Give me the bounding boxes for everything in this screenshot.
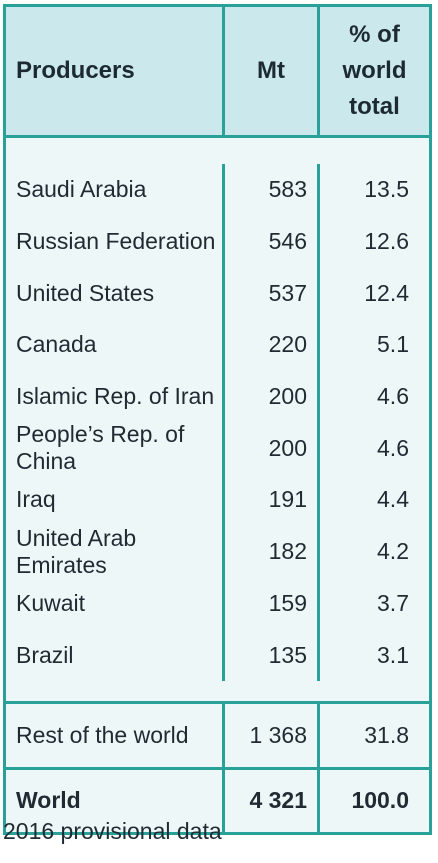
header-pct-line3: total bbox=[349, 93, 400, 120]
total-name: World bbox=[6, 769, 225, 832]
table-header: Producers Mt % of world total bbox=[6, 7, 429, 138]
producer-pct: 12.6 bbox=[364, 228, 409, 255]
producer-pct: 4.6 bbox=[377, 434, 409, 461]
producer-name: Iraq bbox=[6, 474, 225, 526]
table-row: Saudi Arabia 583 13.5 bbox=[6, 164, 429, 216]
table-row: Canada 220 5.1 bbox=[6, 319, 429, 371]
table-row: Islamic Rep. of Iran 200 4.6 bbox=[6, 370, 429, 423]
producer-name: United States bbox=[6, 267, 225, 320]
producer-pct: 5.1 bbox=[377, 331, 409, 358]
rest-of-world-row: Rest of the world 1 368 31.8 bbox=[6, 703, 429, 770]
producer-name: Brazil bbox=[6, 629, 225, 681]
table-row: Iraq 191 4.4 bbox=[6, 474, 429, 526]
producer-mt: 583 bbox=[225, 164, 320, 216]
producer-pct: 12.4 bbox=[364, 279, 409, 306]
rest-pct: 31.8 bbox=[364, 721, 409, 748]
producer-pct: 3.1 bbox=[377, 641, 409, 668]
table-row: Brazil 135 3.1 bbox=[6, 629, 429, 681]
producer-pct: 13.5 bbox=[364, 176, 409, 203]
header-pct-line2: world bbox=[342, 57, 407, 84]
rest-mt: 1 368 bbox=[225, 703, 320, 767]
producer-name: Kuwait bbox=[6, 577, 225, 630]
table-row: People’s Rep. of China 200 4.6 bbox=[6, 421, 429, 475]
producer-mt: 546 bbox=[225, 215, 320, 268]
header-pct-line1: % of bbox=[349, 21, 400, 48]
table-row: United Arab Emirates 182 4.2 bbox=[6, 525, 429, 578]
table-row: Russian Federation 546 12.6 bbox=[6, 215, 429, 268]
producer-mt: 200 bbox=[225, 422, 320, 475]
rest-name: Rest of the world bbox=[6, 703, 225, 767]
header-percent-world-total: % of world total bbox=[320, 7, 429, 135]
producer-pct: 4.4 bbox=[377, 486, 409, 513]
producer-name: Canada bbox=[6, 319, 225, 371]
producers-table: Producers Mt % of world total Saudi Arab… bbox=[3, 4, 432, 835]
producer-mt: 537 bbox=[225, 267, 320, 320]
producer-name: People’s Rep. of China bbox=[6, 421, 225, 474]
table-row: Kuwait 159 3.7 bbox=[6, 577, 429, 630]
producer-mt: 191 bbox=[225, 474, 320, 526]
total-mt: 4 321 bbox=[225, 769, 320, 832]
producer-mt: 220 bbox=[225, 319, 320, 371]
producer-mt: 200 bbox=[225, 370, 320, 423]
table-row: United States 537 12.4 bbox=[6, 267, 429, 320]
producer-name: Russian Federation bbox=[6, 215, 225, 268]
footnote: 2016 provisional data bbox=[3, 818, 222, 844]
producer-pct: 4.6 bbox=[377, 383, 409, 410]
header-mt: Mt bbox=[225, 7, 320, 135]
producer-pct: 3.7 bbox=[377, 589, 409, 616]
producer-mt: 159 bbox=[225, 577, 320, 630]
producer-name: Islamic Rep. of Iran bbox=[6, 370, 225, 423]
table-body: Saudi Arabia 583 13.5 Russian Federation… bbox=[6, 138, 429, 704]
world-total-row: World 4 321 100.0 bbox=[6, 769, 429, 832]
producer-mt: 135 bbox=[225, 629, 320, 681]
producer-mt: 182 bbox=[225, 525, 320, 578]
producer-name: United Arab Emirates bbox=[6, 525, 225, 578]
producer-name: Saudi Arabia bbox=[6, 164, 225, 216]
producer-pct: 4.2 bbox=[377, 538, 409, 565]
total-pct: 100.0 bbox=[351, 787, 409, 814]
header-producers: Producers bbox=[6, 7, 225, 135]
